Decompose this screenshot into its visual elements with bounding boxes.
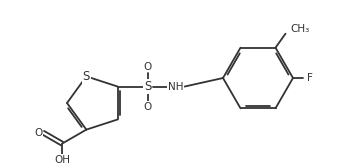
Text: O: O bbox=[143, 102, 152, 112]
Text: CH₃: CH₃ bbox=[290, 24, 310, 34]
Text: O: O bbox=[34, 128, 42, 138]
Text: S: S bbox=[144, 80, 151, 93]
Text: NH: NH bbox=[168, 81, 183, 92]
Text: O: O bbox=[143, 62, 152, 71]
Text: S: S bbox=[83, 70, 90, 83]
Text: F: F bbox=[307, 73, 313, 83]
Text: OH: OH bbox=[54, 155, 70, 165]
